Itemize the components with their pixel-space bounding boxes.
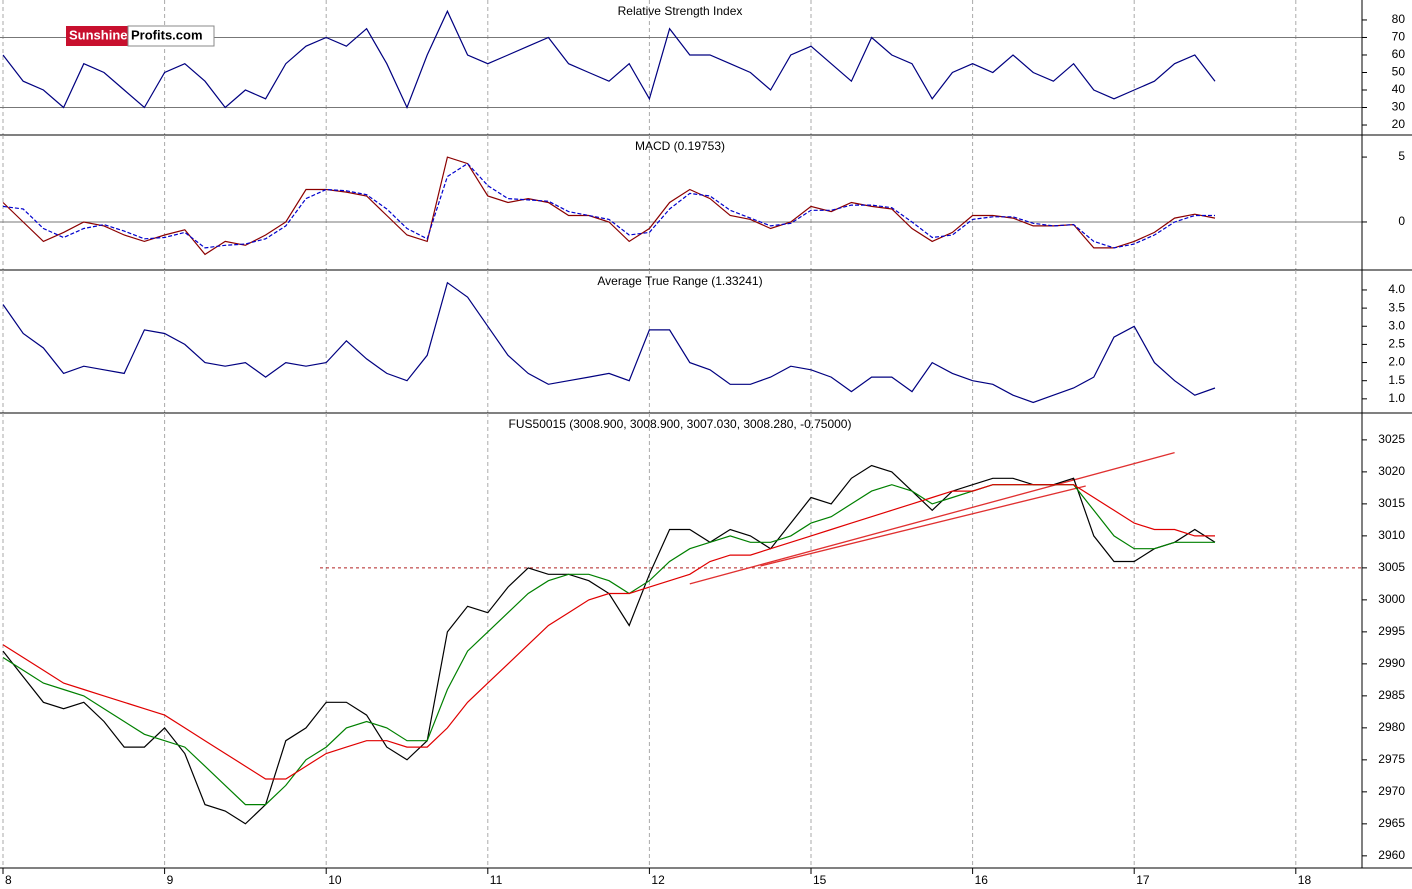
x-tick-label: 12 — [651, 873, 665, 887]
y-tick-label: 3.0 — [1388, 318, 1405, 332]
series-line — [2, 156, 1216, 256]
y-tick-label: 2985 — [1378, 688, 1405, 702]
series-line — [2, 162, 1215, 249]
y-tick-label: 3020 — [1378, 464, 1405, 478]
y-tick-label: 1.5 — [1388, 373, 1405, 387]
y-tick-label: 2980 — [1378, 720, 1405, 734]
y-tick-label: 3005 — [1378, 560, 1405, 574]
y-tick-label: 0 — [1398, 214, 1405, 228]
series-line — [2, 484, 1215, 780]
panel-title: MACD (0.19753) — [635, 139, 725, 153]
y-tick-label: 2990 — [1378, 656, 1405, 670]
x-tick-label: 11 — [490, 873, 503, 887]
panel-title: Relative Strength Index — [618, 4, 743, 18]
logo: Sunshine Profits.com — [66, 25, 215, 47]
logo-part: Sunshine — [69, 27, 128, 42]
y-tick-label: 2.0 — [1388, 355, 1405, 369]
x-tick-label: 17 — [1136, 873, 1150, 887]
y-tick-label: 2995 — [1378, 624, 1405, 638]
series-line — [2, 281, 1216, 404]
y-tick-label: 30 — [1392, 100, 1406, 114]
y-tick-label: 2.5 — [1388, 337, 1405, 351]
y-tick-label: 2970 — [1378, 784, 1405, 798]
x-tick-label: 9 — [167, 873, 174, 887]
x-tick-label: 18 — [1298, 873, 1312, 887]
x-tick-label: 16 — [975, 873, 989, 887]
y-tick-label: 4.0 — [1388, 282, 1405, 296]
series-line — [2, 9, 1216, 110]
trend-line — [689, 452, 1175, 585]
y-tick-label: 80 — [1392, 12, 1406, 26]
trend-line — [760, 485, 1086, 567]
panel-title: Average True Range (1.33241) — [597, 274, 762, 288]
y-tick-label: 2975 — [1378, 752, 1405, 766]
logo-badge — [66, 26, 128, 46]
y-tick-label: 1.0 — [1388, 391, 1405, 405]
y-tick-label: 60 — [1392, 47, 1406, 61]
x-tick-label: 15 — [813, 873, 827, 887]
y-tick-label: 3000 — [1378, 592, 1405, 606]
y-tick-label: 5 — [1398, 149, 1405, 163]
y-tick-label: 50 — [1392, 65, 1406, 79]
y-tick-label: 2960 — [1378, 848, 1405, 862]
y-tick-label: 40 — [1392, 82, 1406, 96]
logo-box — [127, 25, 215, 47]
y-tick-label: 3015 — [1378, 496, 1405, 510]
y-tick-label: 70 — [1392, 30, 1406, 44]
x-tick-label: 8 — [5, 873, 12, 887]
y-tick-label: 3010 — [1378, 528, 1405, 542]
y-tick-label: 2965 — [1378, 816, 1405, 830]
logo-part: Profits.com — [131, 27, 203, 42]
y-tick-label: 3025 — [1378, 432, 1405, 446]
y-tick-label: 20 — [1392, 117, 1406, 131]
y-tick-label: 3.5 — [1388, 300, 1405, 314]
x-tick-label: 10 — [328, 873, 342, 887]
panel-title: FUS50015 (3008.900, 3008.900, 3007.030, … — [509, 417, 852, 431]
